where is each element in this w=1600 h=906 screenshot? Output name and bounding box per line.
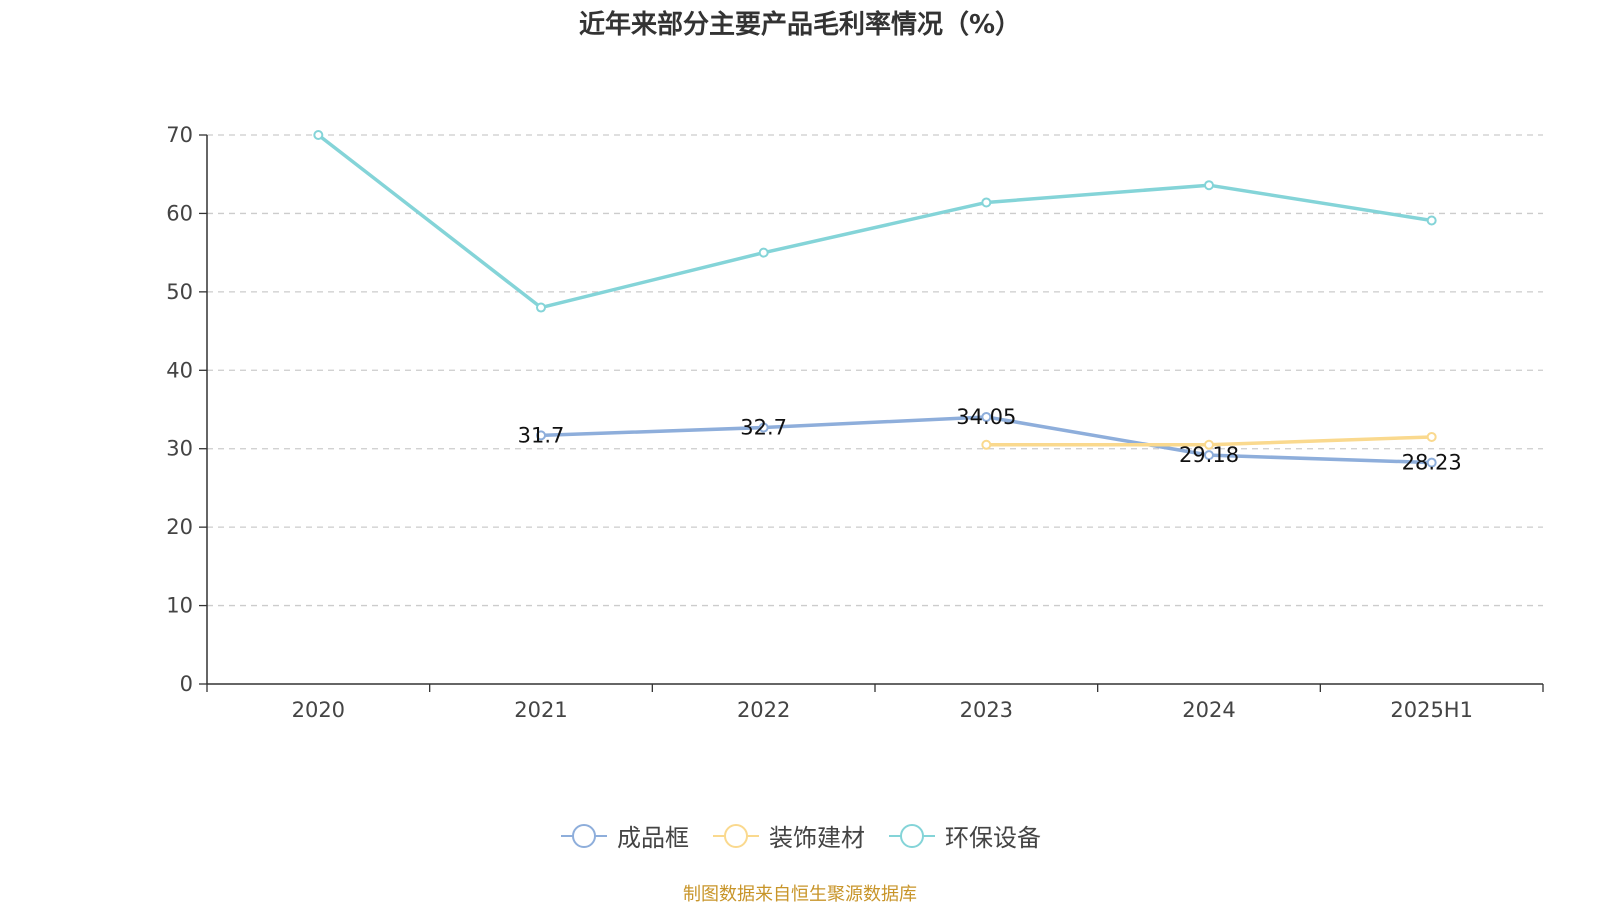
legend-circle-icon	[889, 823, 935, 848]
y-tick-label: 70	[166, 123, 193, 147]
data-point[interactable]	[981, 411, 992, 422]
y-tick-label: 0	[180, 672, 193, 696]
y-tick-label: 10	[166, 594, 193, 618]
y-tick-label: 40	[166, 358, 193, 382]
data-point[interactable]	[1204, 450, 1214, 461]
x-tick-label: 2020	[292, 698, 345, 722]
data-point[interactable]	[1426, 215, 1437, 226]
grid-lines	[207, 134, 1543, 607]
data-point[interactable]	[313, 130, 324, 140]
legend-label: 环保设备	[945, 824, 1041, 852]
source-note: 制图数据来自恒生聚源数据库	[683, 884, 917, 905]
legend-label: 装饰建材	[769, 824, 865, 852]
data-point[interactable]	[758, 422, 769, 433]
data-label: 28.23	[1402, 451, 1462, 475]
legend-circle-icon	[561, 823, 607, 848]
data-point[interactable]	[1204, 180, 1214, 191]
data-label: 32.7	[740, 416, 787, 440]
y-tick-label: 60	[166, 201, 193, 225]
legend-circle-icon	[713, 823, 759, 848]
data-point[interactable]	[536, 302, 546, 313]
axes: 0 10 20 30 40 50 60 70 2020 2021 2022 2023 2024 2025H…	[166, 123, 1544, 722]
x-tick-label: 2024	[1182, 698, 1235, 722]
y-tick-label: 20	[166, 515, 193, 539]
data-point[interactable]	[758, 247, 769, 258]
data-point[interactable]	[1426, 431, 1437, 442]
data-point[interactable]	[1426, 457, 1437, 468]
legend: 成品框 装饰建材 环保设备	[0, 818, 1600, 853]
data-label: 34.05	[956, 405, 1016, 429]
data-point[interactable]	[1204, 439, 1214, 450]
legend-item-series-1[interactable]: 装饰建材	[711, 818, 865, 853]
legend-label: 成品框	[617, 824, 689, 852]
series-lines	[313, 130, 1437, 468]
x-tick-label: 2025H1	[1390, 698, 1473, 722]
chart-title: 近年来部分主要产品毛利率情况（%）	[578, 10, 1022, 40]
series-line-2	[316, 133, 1434, 310]
data-point[interactable]	[536, 430, 546, 441]
data-point[interactable]	[981, 197, 992, 208]
legend-item-series-2[interactable]: 环保设备	[887, 818, 1041, 853]
data-label: 31.7	[518, 423, 565, 447]
data-labels: 31.7 32.7 34.05 29.18 28.23	[518, 405, 1462, 475]
x-tick-label: 2021	[514, 698, 567, 722]
y-tick-label: 30	[166, 437, 193, 461]
data-point[interactable]	[981, 439, 992, 450]
data-label: 29.18	[1179, 443, 1239, 467]
legend-item-series-0[interactable]: 成品框	[559, 818, 689, 853]
x-tick-label: 2022	[737, 698, 790, 722]
y-tick-label: 50	[166, 280, 193, 304]
x-tick-label: 2023	[960, 698, 1013, 722]
